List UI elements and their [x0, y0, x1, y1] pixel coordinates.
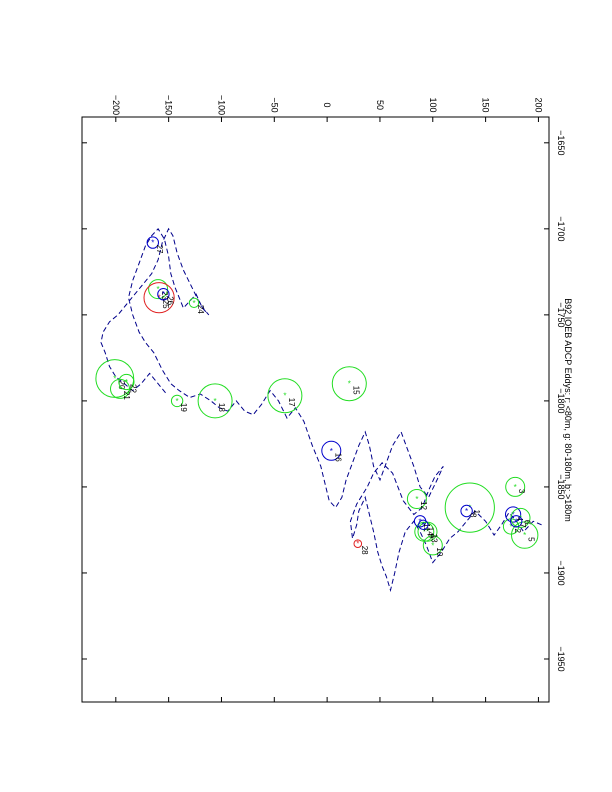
y-tick-label--50: −50 — [269, 97, 279, 112]
tick-layer: −1950 −1900 −1850 −1800 −1750 −1700 −1650 −200 −… — [82, 95, 566, 702]
eddy-center-4: * — [512, 511, 515, 520]
eddy-center-9: * — [423, 528, 426, 537]
y-tick-label-50: 50 — [375, 100, 385, 110]
eddy-center-8: * — [465, 507, 468, 516]
eddy-center-7: * — [515, 517, 518, 526]
eddy-label-17: 17 — [287, 398, 296, 407]
eddy-center-22: * — [125, 378, 128, 387]
eddy-label-2: 2 — [513, 529, 522, 534]
eddy-circle-28 — [353, 539, 363, 549]
eddy-label-20: 20 — [117, 381, 126, 390]
eddy-center-28: * — [356, 540, 359, 549]
eddy-center-6: * — [519, 514, 522, 523]
eddy-center-12: * — [415, 495, 418, 504]
eddy-circle-10 — [422, 535, 443, 556]
y-tick-label--150: −150 — [164, 95, 174, 115]
eddy-circle-27 — [146, 236, 160, 249]
eddy-label-10: 10 — [435, 547, 444, 556]
x-tick-label--1750: −1750 — [556, 302, 566, 327]
eddy-label-16: 16 — [333, 453, 342, 462]
eddy-center-13: * — [426, 528, 429, 537]
eddy-circle-19 — [170, 394, 184, 408]
y-tick-label-0: 0 — [322, 102, 332, 107]
eddy-circle-1 — [444, 482, 495, 533]
eddy-label-21: 21 — [122, 391, 131, 400]
eddy-label-6: 6 — [523, 520, 532, 525]
eddy-label-1: 1 — [472, 510, 481, 515]
eddy-circle-6 — [510, 507, 531, 528]
eddy-label-26: 26 — [165, 296, 174, 305]
eddy-center-1: * — [468, 504, 471, 513]
x-tick-label--1850: −1850 — [556, 474, 566, 499]
x-tick-label--1800: −1800 — [556, 388, 566, 413]
y-tick-label-100: 100 — [428, 97, 438, 112]
eddy-label-22: 22 — [128, 384, 137, 393]
y-tick-label-150: 150 — [481, 97, 491, 112]
eddy-label-4: 4 — [515, 517, 524, 522]
eddy-label-13: 13 — [430, 534, 439, 543]
eddy-center-10: * — [431, 541, 434, 550]
eddy-center-14: * — [422, 521, 425, 530]
eddy-center-20: * — [113, 375, 116, 384]
eddy-label-19: 19 — [179, 403, 188, 412]
eddy-center-27: * — [151, 239, 154, 248]
eddy-circle-7 — [510, 515, 523, 528]
eddy-circle-8 — [460, 504, 473, 518]
eddy-label-12: 12 — [419, 501, 428, 510]
eddy-center-16: * — [330, 447, 333, 456]
eddy-circle-23 — [148, 279, 169, 300]
eddy-center-15: * — [348, 380, 351, 389]
eddy-circle-16 — [321, 440, 342, 461]
eddy-center-17: * — [283, 392, 286, 401]
eddy-center-18: * — [214, 397, 217, 406]
eddy-circle-15 — [331, 366, 367, 402]
eddy-label-8: 8 — [469, 513, 478, 518]
eddy-label-28: 28 — [360, 546, 369, 555]
eddy-circle-12 — [406, 489, 427, 509]
eddy-circle-22 — [118, 373, 135, 391]
eddy-circle-24 — [188, 297, 200, 308]
eddy-circle-25 — [143, 282, 175, 314]
eddy-label-15: 15 — [351, 386, 360, 395]
eddy-label-24: 24 — [196, 305, 205, 314]
eddy-label-25: 25 — [161, 300, 170, 309]
eddy-label-5: 5 — [527, 537, 536, 542]
x-tick-label--1650: −1650 — [556, 130, 566, 155]
y-tick-label--200: −200 — [111, 95, 121, 115]
eddy-circle-14 — [418, 519, 429, 530]
eddy-center-23: * — [157, 285, 160, 294]
eddy-circle-26 — [157, 288, 170, 301]
x-tick-label--1950: −1950 — [556, 646, 566, 671]
eddy-circle-18 — [197, 383, 233, 419]
eddy-center-5: * — [523, 531, 526, 540]
eddy-center-19: * — [176, 397, 179, 406]
eddy-circle-5 — [511, 521, 539, 549]
y-tick-label-200: 200 — [533, 97, 543, 112]
track-layer — [100, 227, 542, 593]
eddy-center-26: * — [162, 290, 165, 299]
eddy-label-3: 3 — [517, 489, 526, 494]
x-tick-label--1900: −1900 — [556, 560, 566, 585]
eddy-circle-17 — [267, 378, 303, 414]
eddy-layer: * 1* 2* 3* 4* 5* 6* 7* 8* 9*10*11*12*13*14*15*16*… — [95, 236, 539, 557]
eddy-label-23: 23 — [160, 291, 169, 300]
plot-frame — [81, 116, 550, 703]
eddy-label-14: 14 — [425, 527, 434, 536]
chart-title: B92 IOEB ADCP Eddys: r: <80m, g: 80-180m… — [563, 298, 573, 521]
eddy-circle-4 — [504, 506, 522, 523]
eddy-center-24: * — [192, 299, 195, 308]
eddy-label-18: 18 — [217, 403, 226, 412]
eddy-center-3: * — [514, 483, 517, 492]
eddy-center-21: * — [118, 385, 121, 394]
drift-track — [100, 227, 542, 593]
eddy-circle-3 — [505, 476, 526, 497]
x-tick-label--1700: −1700 — [556, 216, 566, 241]
eddy-label-27: 27 — [155, 245, 164, 254]
y-tick-label--100: −100 — [216, 95, 226, 115]
eddy-label-7: 7 — [518, 523, 527, 528]
eddy-center-2: * — [509, 523, 512, 532]
